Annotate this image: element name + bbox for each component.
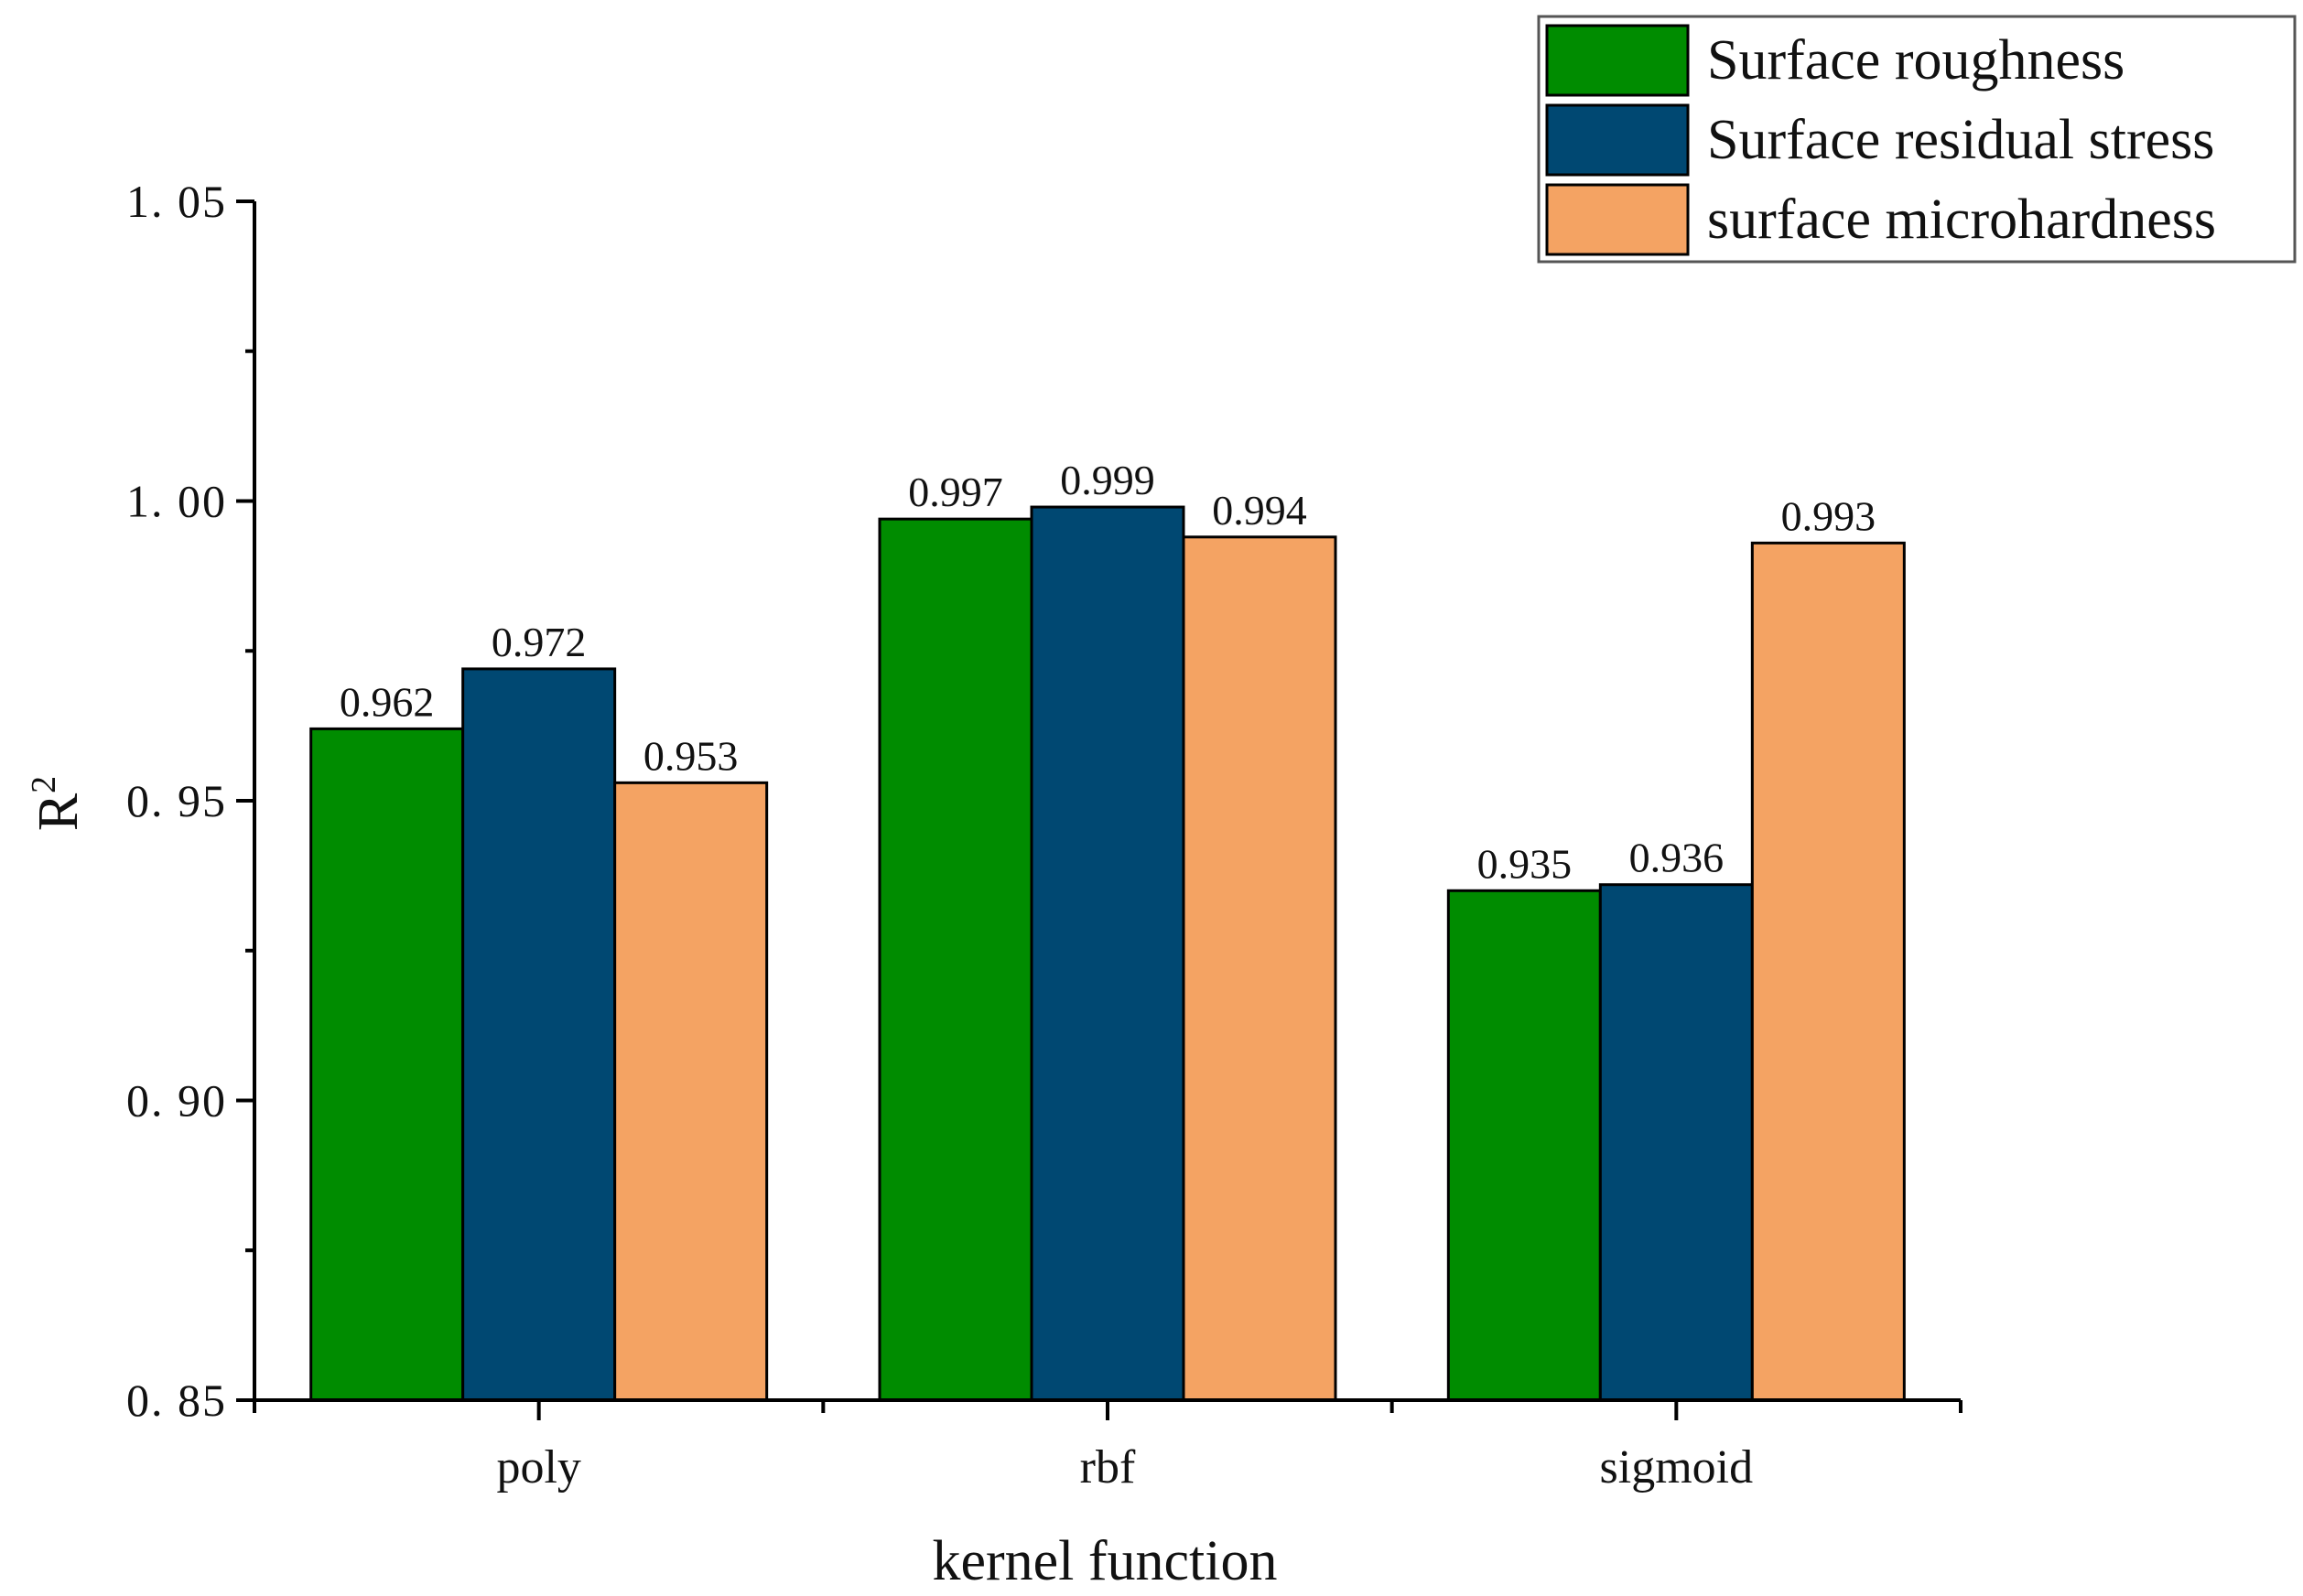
y-tick-label: 0. 85 <box>126 1375 227 1426</box>
legend-label: Surface roughness <box>1707 29 2125 92</box>
bar <box>1182 535 1337 1402</box>
legend-swatch <box>1545 24 1690 97</box>
x-axis-title: kernel function <box>932 1530 1277 1592</box>
bar <box>309 727 465 1402</box>
legend-label: Surface residual stress <box>1707 109 2214 171</box>
x-tick-label: poly <box>496 1441 580 1494</box>
legend: Surface roughness Surface residual stress… <box>1537 15 2297 264</box>
bar <box>1030 505 1185 1402</box>
y-axis-title-superscript: 2 <box>25 776 63 793</box>
data-label: 0.953 <box>643 732 739 779</box>
bar <box>461 667 617 1402</box>
legend-swatch <box>1545 103 1690 177</box>
data-label: 0.999 <box>1060 457 1155 503</box>
bars-group <box>309 505 1906 1402</box>
bar <box>878 517 1033 1402</box>
y-ticks-group: 0. 85 0. 90 0. 95 1. 00 1. 05 <box>126 176 254 1426</box>
bar <box>1598 883 1754 1402</box>
data-label: 0.997 <box>908 469 1003 515</box>
data-label: 0.962 <box>340 678 435 725</box>
y-tick-label: 1. 05 <box>126 176 227 227</box>
data-label: 0.935 <box>1477 840 1573 887</box>
legend-swatch <box>1545 183 1690 256</box>
y-axis-title: R2 <box>25 776 90 831</box>
y-tick-label: 0. 90 <box>126 1075 227 1127</box>
data-label: 0.993 <box>1781 492 1876 539</box>
data-labels-group: 0.962 0.972 0.953 0.997 0.999 0.994 0.935 0.936… <box>340 457 1876 887</box>
data-label: 0.994 <box>1212 487 1307 534</box>
x-ticks-group: poly rbf sigmoid <box>253 1400 1962 1494</box>
x-tick-label: sigmoid <box>1600 1441 1754 1494</box>
y-axis-title-main: R <box>27 793 90 831</box>
data-label: 0.972 <box>492 619 587 665</box>
y-tick-label: 0. 95 <box>126 775 227 826</box>
y-tick-label: 1. 00 <box>126 476 227 527</box>
legend-label: surface microhardness <box>1707 189 2216 251</box>
bar <box>1446 889 1602 1402</box>
x-tick-label: rbf <box>1080 1441 1136 1494</box>
bar <box>613 781 769 1402</box>
bar <box>1750 541 1906 1402</box>
data-label: 0.936 <box>1629 835 1725 881</box>
